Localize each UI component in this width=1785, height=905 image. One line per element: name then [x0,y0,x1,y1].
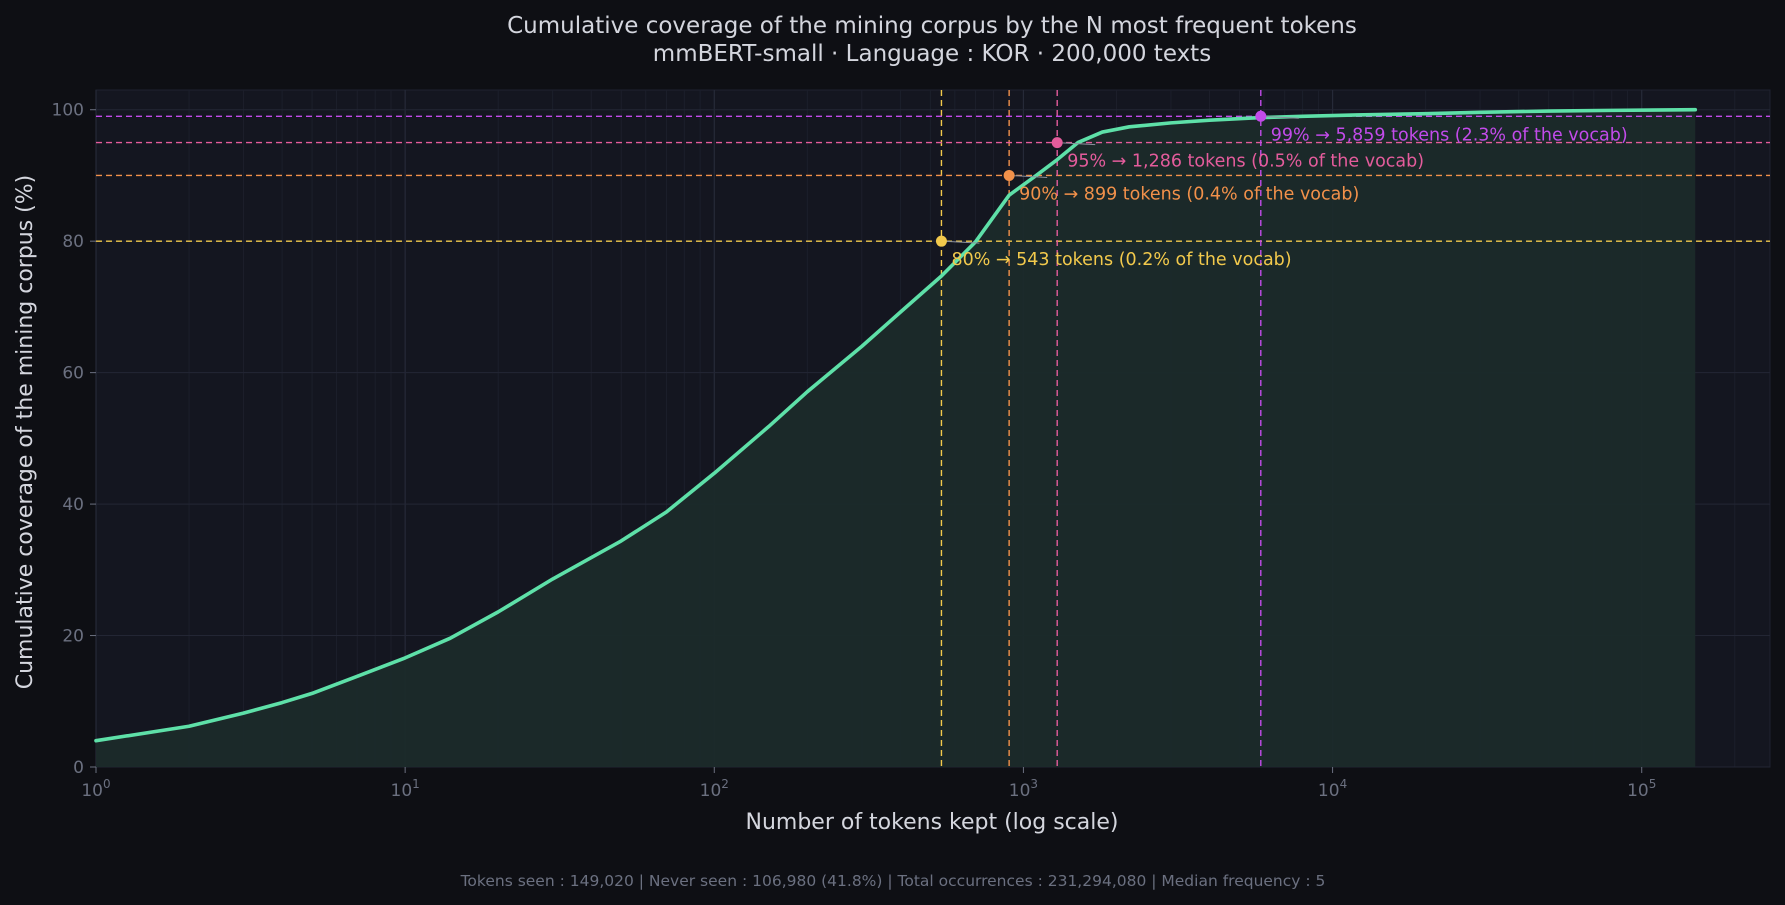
coverage-curve [94,107,1698,743]
x-tick-label: 100 [81,777,110,801]
threshold-markers-layer: 80% → 543 tokens (0.2% of the vocab) 90% … [935,110,1628,270]
chart-title: Cumulative coverage of the mining corpus… [507,13,1357,39]
x-tick-label: 104 [1318,777,1347,801]
y-tick-label: 100 [52,101,84,121]
threshold-marker-95 [1051,137,1063,149]
chart-subtitle: mmBERT-small · Language : KOR · 200,000 … [653,41,1211,67]
y-tick-label: 20 [62,627,84,647]
annotation-pointer-99 [1260,115,1299,119]
x-tick-label: 105 [1627,777,1656,801]
y-tick-label: 80 [62,232,84,252]
threshold-lines-layer [96,90,1770,767]
annotation-pointer-90 [1009,174,1048,178]
y-tick-label: 0 [73,758,84,778]
series-line-layer [94,107,1698,743]
x-tick-label: 102 [700,777,729,801]
x-tick-label: 103 [1009,777,1038,801]
annotation-pointer-80 [941,240,980,244]
y-tick-label: 40 [62,495,84,515]
threshold-label-95: 95% → 1,286 tokens (0.5% of the vocab) [1067,152,1424,172]
annotation-pointer-95 [1057,142,1096,146]
threshold-marker-80 [935,235,947,247]
threshold-marker-90 [1003,169,1015,181]
footer-stats: Tokens seen : 149,020 | Never seen : 106… [460,872,1326,890]
threshold-label-99: 99% → 5,859 tokens (2.3% of the vocab) [1271,125,1628,145]
x-tick-label: 101 [391,777,420,801]
x-axis-label: Number of tokens kept (log scale) [745,810,1118,835]
coverage-area-fill [96,109,1696,768]
y-axis-label: Cumulative coverage of the mining corpus… [13,175,38,690]
tick-labels-layer: 100 101 102 103 104 105 0 20 40 60 80 100 [52,101,1657,801]
threshold-marker-99 [1255,110,1267,122]
threshold-label-80: 80% → 543 tokens (0.2% of the vocab) [951,250,1291,270]
threshold-label-90: 90% → 899 tokens (0.4% of the vocab) [1019,184,1359,204]
area-fill-layer [96,109,1696,768]
y-tick-label: 60 [62,364,84,384]
